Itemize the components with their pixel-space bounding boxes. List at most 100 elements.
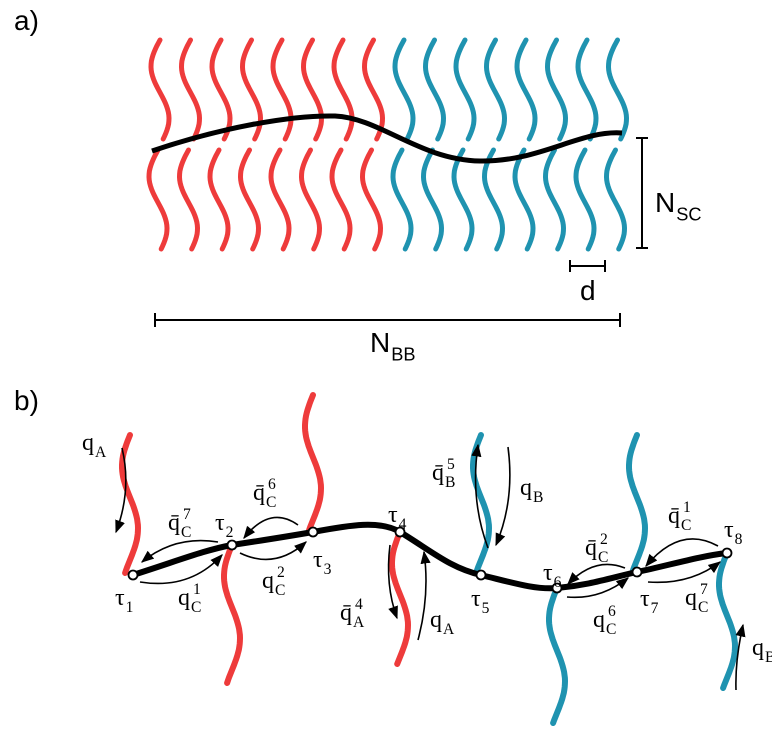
label: τ [215,510,225,536]
label-sub: A [353,614,365,631]
label-sup: 5 [447,456,455,473]
side-chain [180,150,198,249]
label-sub: A [95,444,107,461]
label: τ [471,586,481,612]
side-chain [548,40,566,139]
label-sub: 8 [735,531,743,548]
label: q [262,568,274,594]
side-chain [392,532,408,664]
side-chain [473,435,489,573]
nodes [129,528,732,593]
label-sub: B [445,474,455,491]
side-chain [304,40,322,139]
label: τ [115,585,125,611]
label: q̄ [668,503,680,529]
label: q̄ [340,600,352,626]
label: τ [724,517,734,543]
label-sub: C [181,524,191,541]
label-sup: 7 [183,506,191,523]
nsc-bracket [636,138,648,248]
label: q [430,607,442,633]
label-sub: 2 [226,524,234,541]
label-sup: 6 [608,603,616,620]
side-chain [151,40,169,139]
label-sub: C [598,549,608,566]
side-chain [241,150,259,249]
node [723,549,732,558]
label-sub: BB [391,344,415,364]
label-sub: B [533,489,543,506]
label: d [580,275,596,306]
side-chain [224,545,240,683]
side-chain [212,40,230,139]
side-chain [456,40,474,139]
node [228,541,237,550]
label: τ [640,586,650,612]
side-chain [719,553,735,688]
side-chain [485,150,503,249]
label-sub: C [266,494,276,511]
label: q [685,585,697,611]
label: q [752,635,764,661]
label-sub: 5 [482,600,490,617]
label-sub: C [698,599,708,616]
label: N [655,187,675,218]
side-chain [271,150,289,249]
side-chain [182,40,200,139]
side-chain [395,40,413,139]
label: q [520,475,532,501]
label-sub: 6 [554,574,562,591]
label: q̄ [253,480,265,506]
label-sub: B [765,649,772,666]
label-sup: 7 [700,581,708,598]
d-bracket [570,260,605,272]
side-chain [609,40,627,139]
side-chain [515,150,533,249]
label: N [370,327,390,358]
side-chain [629,435,645,570]
label-sub: C [681,517,691,534]
diagram: a) b) NSCdNBBqAq̄C7τ2q̄C6τ4q̄B5qBq̄C2τ6q… [0,0,772,730]
side-chain [363,150,381,249]
side-chain [305,395,321,530]
side-chain [578,40,596,139]
side-chain [149,150,167,249]
side-chain [273,40,291,139]
side-chain [454,150,472,249]
side-chain [549,588,565,723]
arrow [736,625,743,690]
label-sub: 4 [399,516,407,533]
side-chain [546,150,564,249]
label-sub: 7 [651,600,659,617]
label-sup: 2 [600,531,608,548]
side-chain [607,150,625,249]
label-sub: A [443,621,455,638]
label-sub: C [606,621,616,638]
label: τ [388,502,398,528]
label-sup: 1 [193,581,201,598]
label: τ [313,547,323,573]
label-sup: 2 [277,564,285,581]
label: q̄ [432,460,444,486]
label-sub: C [275,582,285,599]
label: q̄ [168,510,180,536]
label: q [178,585,190,611]
label: q̄ [585,535,597,561]
label-sub: SC [676,204,701,224]
label-sub: 3 [324,561,332,578]
side-chain [332,150,350,249]
arrow [496,447,510,545]
label-sup: 1 [683,499,691,516]
label-sup: 4 [355,596,363,613]
side-chain [424,150,442,249]
side-chain [487,40,505,139]
side-chain [334,40,352,139]
side-chain [576,150,594,249]
arrow [418,552,426,640]
node [309,528,318,537]
label: q [593,607,605,633]
side-chain [393,150,411,249]
label-sub: 1 [126,599,134,616]
nbb-bracket [155,313,620,327]
